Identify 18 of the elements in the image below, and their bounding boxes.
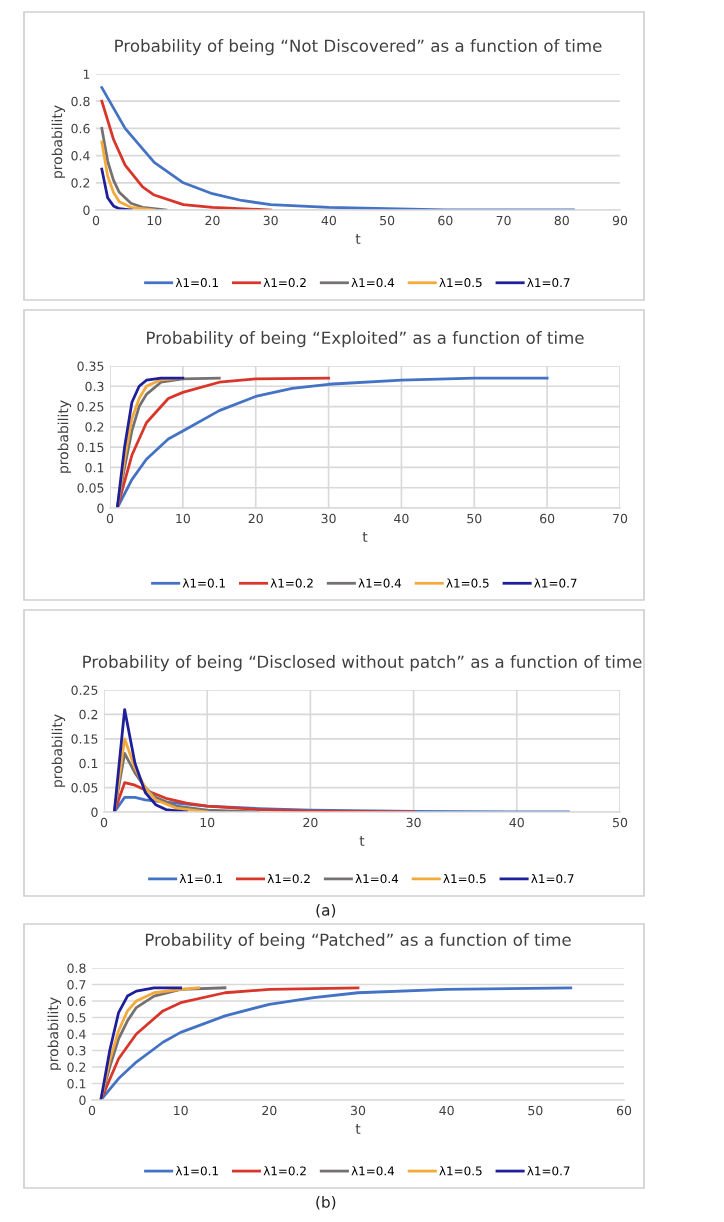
chart-title: Probability of being “Patched” as a function of time bbox=[145, 933, 571, 950]
line-series bbox=[100, 167, 133, 210]
line-series bbox=[99, 986, 200, 1100]
line-series bbox=[100, 99, 273, 210]
chart-title: Probability of being “Exploited” as a function of time bbox=[147, 331, 584, 348]
line-series bbox=[112, 752, 261, 812]
line-series bbox=[115, 376, 330, 508]
line-series bbox=[99, 986, 183, 1100]
line-series bbox=[112, 708, 188, 812]
line-series bbox=[99, 986, 360, 1100]
line-series bbox=[100, 127, 168, 210]
chart-title: Probability of being “Not Discovered” as a function of time bbox=[115, 39, 602, 56]
line-series bbox=[100, 140, 156, 210]
line-series bbox=[115, 376, 185, 508]
line-series bbox=[99, 986, 573, 1100]
line-series bbox=[112, 737, 209, 812]
line-series bbox=[115, 376, 549, 508]
chart-title: Probability of being “Disclosed without patch” as a function of time bbox=[83, 655, 642, 672]
